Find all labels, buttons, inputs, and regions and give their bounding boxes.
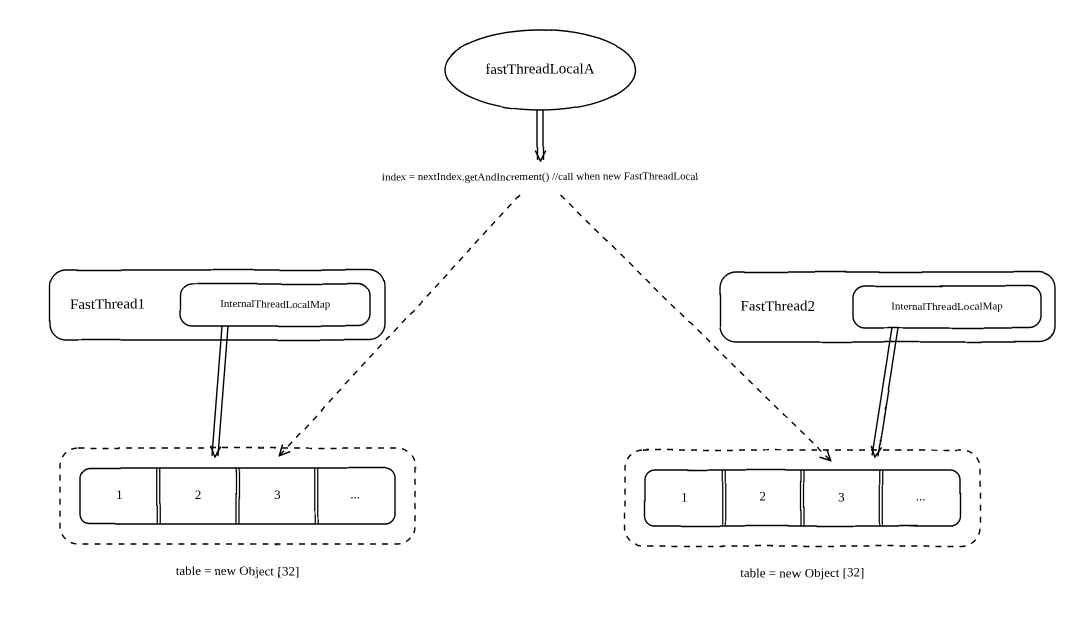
table-cell: ... bbox=[916, 489, 926, 504]
diagram-canvas: fastThreadLocalA index = nextIndex.getAn… bbox=[0, 0, 1080, 624]
arrow-to-code bbox=[537, 110, 543, 160]
table-1-caption: table = new Object [32] bbox=[176, 563, 300, 578]
code-line: index = nextIndex.getAndIncrement() //ca… bbox=[382, 171, 699, 183]
table-cell: 3 bbox=[274, 487, 281, 502]
table-cell: ... bbox=[351, 487, 361, 502]
internal-map-1-label: InternalThreadLocalMap bbox=[220, 299, 331, 311]
table-cell: 1 bbox=[681, 489, 688, 504]
table-cell: 1 bbox=[116, 487, 123, 502]
object-table-2: 1 2 3... table = new Object [32] bbox=[625, 450, 980, 580]
table-cell: 2 bbox=[760, 489, 767, 504]
arrow-map-to-table-2 bbox=[872, 328, 898, 457]
table-cell: 3 bbox=[839, 489, 846, 504]
fast-thread-1-label: FastThread1 bbox=[70, 296, 145, 312]
fast-thread-local-label: fastThreadLocalA bbox=[485, 61, 594, 77]
internal-map-2-label: InternalThreadLocalMap bbox=[892, 301, 1003, 313]
fast-thread-1: FastThread1 InternalThreadLocalMap bbox=[50, 270, 385, 340]
arrow-map-to-table-1 bbox=[212, 326, 228, 456]
table-2-caption: table = new Object [32] bbox=[741, 565, 865, 580]
table-cell: 2 bbox=[195, 487, 202, 502]
object-table-1: 1 2 3... table = new Object [32] bbox=[60, 448, 415, 578]
fast-thread-2-label: FastThread2 bbox=[740, 298, 815, 314]
fast-thread-2: FastThread2 InternalThreadLocalMap bbox=[720, 272, 1055, 342]
